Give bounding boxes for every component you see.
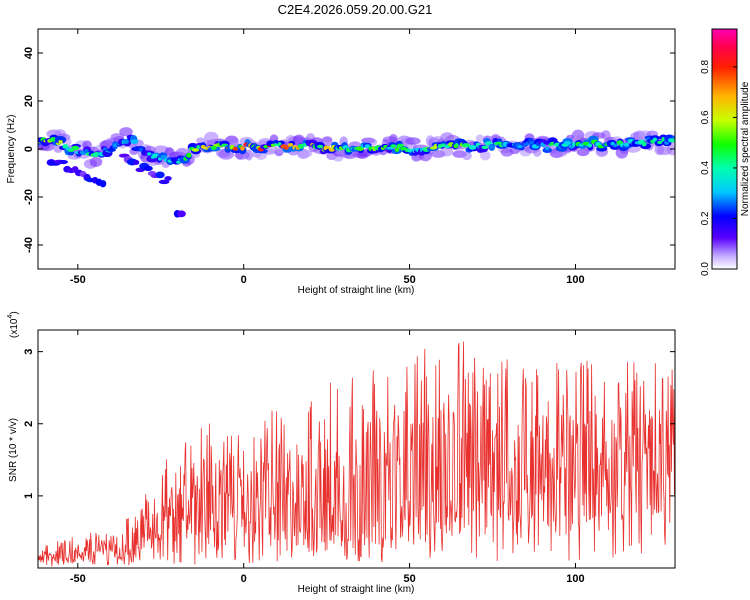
snr-x-label: Height of straight line (km) [298, 584, 415, 595]
snr-panel: -50 0 50 100 1 2 3 Height of straight line (k… [7, 311, 676, 595]
colorbar-tick-label: 0.8 [700, 60, 711, 74]
spectrogram-peak-cell [563, 141, 572, 145]
spectrogram-y-tick-label: -40 [23, 237, 35, 253]
spectrogram-peak-cell [317, 144, 324, 149]
spectrogram-halo-cell [461, 151, 472, 161]
chart-title: C2E4.2026.059.20.00.G21 [278, 2, 433, 17]
spectrogram-peak-cell [623, 142, 630, 147]
spectrogram-peak-cell [211, 145, 217, 150]
spectrogram-peak-cell [489, 144, 496, 149]
spectrogram-y-tick-label: -20 [23, 189, 35, 205]
spectrogram-halo-cell [405, 137, 421, 145]
colorbar-tick-label: 0.6 [700, 110, 711, 124]
spectrogram-peak-cell [240, 146, 245, 151]
snr-x-tick-label: 0 [241, 573, 247, 585]
spectrogram-y-tick-label: 0 [23, 146, 35, 152]
spectrogram-peak-cell [517, 145, 523, 149]
svg-text:(x104): (x104) [7, 311, 20, 338]
snr-y-tick-label: 1 [23, 493, 35, 499]
colorbar-label: Normalized spectral amplitude [740, 81, 750, 216]
spectrogram-halo-cell [89, 156, 103, 167]
spectrogram-peak-cell [390, 144, 397, 148]
snr-x-ticks: -50 0 50 100 [70, 330, 585, 585]
snr-y-scale-note: (x104) [7, 311, 20, 338]
spectrogram-y-tick-label: 40 [23, 47, 35, 59]
colorbar-tick-label: 0.0 [700, 262, 711, 276]
colorbar-scale [711, 28, 738, 270]
spectrogram-x-tick-label: 0 [241, 274, 247, 286]
snr-y-label: SNR (10 * v/v) [8, 418, 19, 482]
snr-x-tick-label: 100 [566, 573, 584, 585]
snr-y-scale-exp: 4 [7, 315, 14, 319]
spectrogram-peak-cell [468, 145, 477, 150]
snr-y-tick-label: 3 [23, 349, 35, 355]
spectrogram-branch-cell [143, 165, 153, 172]
spectrogram-x-label: Height of straight line (km) [298, 285, 415, 296]
spectrogram-halo-cell [323, 136, 333, 143]
spectrogram-y-tick-label: 20 [23, 95, 35, 107]
spectrogram-peak-cell [670, 138, 675, 143]
spectrogram-peak-cell [186, 152, 192, 158]
spectrogram-branch-cell [155, 171, 165, 179]
spectrogram-branch-cell [176, 210, 186, 218]
spectrogram-peak-cell [71, 145, 80, 151]
spectrogram-marks [38, 127, 675, 218]
spectrogram-branch-cell [99, 180, 107, 188]
snr-x-tick-label: 50 [403, 573, 415, 585]
snr-frame [37, 329, 676, 569]
spectrogram-peak-cell [545, 146, 550, 151]
spectrogram-halo-cell [440, 147, 454, 157]
spectrogram-peak-cell [151, 153, 159, 159]
colorbar: 0.0 0.2 0.4 0.6 0.8 Normalized spectral ampl… [700, 28, 750, 276]
snr-y-tick-label: 2 [23, 421, 35, 427]
spectrogram-panel: -50 0 50 100 -40 -20 0 20 40 Height of straight… [6, 28, 676, 296]
spectrogram-branch-cell [133, 160, 140, 165]
spectrogram-peak-cell [287, 143, 294, 148]
spectrogram-peak-cell [394, 147, 400, 152]
spectrogram-halo-cell [292, 134, 306, 147]
spectrogram-branch-cell [158, 179, 170, 185]
spectrogram-peak-cell [481, 145, 489, 150]
spectrogram-halo-cell [297, 149, 313, 158]
spectrogram-x-ticks: -50 0 50 100 [70, 29, 585, 286]
spectrogram-peak-cell [462, 143, 470, 148]
spectrogram-branch-cell [164, 176, 172, 181]
colorbar-tick-label: 0.2 [700, 211, 711, 225]
spectrogram-peak-cell [657, 140, 663, 145]
spectrogram-halo-cell [479, 150, 491, 161]
snr-y-scale-prefix: (x10 [9, 318, 20, 338]
spectrogram-peak-cell [641, 141, 647, 147]
spectrogram-peak-cell [130, 139, 139, 144]
colorbar-ticks: 0.0 0.2 0.4 0.6 0.8 [700, 60, 737, 276]
colorbar-tick-label: 0.4 [700, 161, 711, 175]
spectrogram-peak-cell [612, 143, 618, 148]
spectrogram-peak-cell [587, 143, 593, 148]
spectrogram-y-label: Frequency (Hz) [6, 115, 17, 184]
spectrogram-peak-cell [122, 138, 130, 144]
snr-x-tick-label: -50 [70, 573, 86, 585]
spectrogram-x-tick-label: 50 [403, 274, 415, 286]
spectrogram-halo-cell [244, 149, 254, 161]
spectrogram-peak-cell [191, 148, 200, 152]
spectrogram-y-ticks: -40 -20 0 20 40 [23, 47, 675, 253]
spectrogram-halo-cell [196, 137, 206, 144]
spectrogram-peak-cell [67, 149, 75, 152]
spectrogram-branch-cell [58, 159, 69, 165]
spectrogram-peak-cell [58, 140, 63, 144]
spectrogram-x-tick-label: -50 [70, 274, 86, 286]
spectrogram-halo-cell [475, 134, 485, 143]
spectrogram-x-tick-label: 100 [566, 274, 584, 286]
spectrogram-core-cell [54, 136, 67, 144]
spectrogram-core-cell [542, 147, 552, 153]
spectrogram-halo-cell [119, 127, 133, 137]
snr-series-line [38, 341, 675, 567]
spectrogram-halo-cell [388, 134, 398, 144]
spectrogram-peak-cell [138, 147, 144, 152]
snr-y-ticks: 1 2 3 [23, 349, 675, 499]
spectrogram-peak-cell [364, 144, 371, 149]
spectrogram-halo-cell [666, 144, 675, 156]
spectrogram-peak-cell [146, 152, 152, 156]
